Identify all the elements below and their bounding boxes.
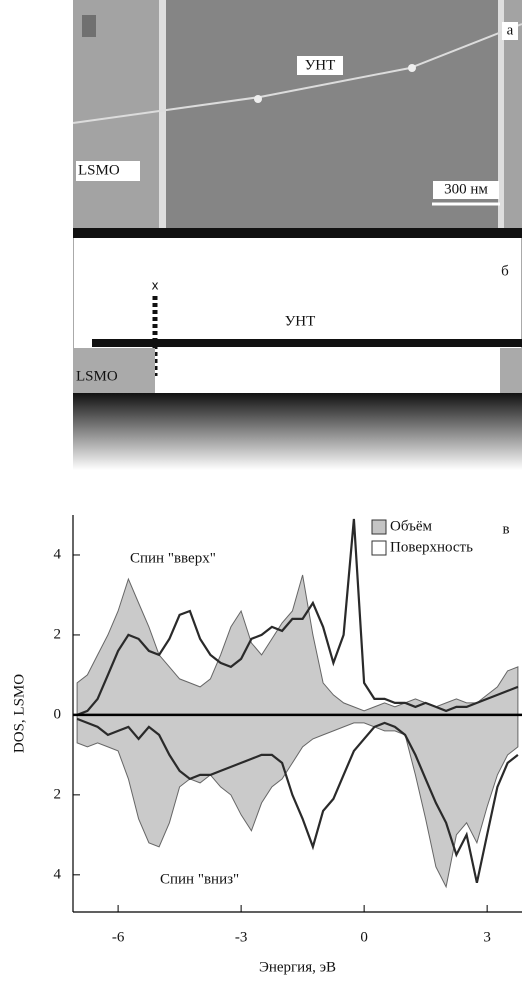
y-tick-label: 2 xyxy=(54,786,62,802)
label-bg xyxy=(433,181,499,199)
electrode xyxy=(500,348,522,393)
y-tick-label: 4 xyxy=(54,546,62,562)
probe-marker: x xyxy=(151,279,158,293)
x-tick-label: 0 xyxy=(360,929,368,945)
dos-chart: 4 2 0 2 4 -6 -3 0 3 Энергия, эВ DOS, LSMO в Спин "вв… xyxy=(11,515,522,975)
electrode-label: LSMO xyxy=(78,162,120,178)
label-bg xyxy=(76,161,140,181)
substrate xyxy=(73,393,522,470)
dos-area xyxy=(76,714,519,889)
legend-swatch xyxy=(371,540,387,556)
dos-line xyxy=(76,518,519,716)
particle xyxy=(408,64,416,72)
electrode xyxy=(73,348,155,393)
y-axis-label: DOS, LSMO xyxy=(11,674,27,753)
electrode xyxy=(500,0,522,230)
label-bg xyxy=(297,56,343,75)
marker xyxy=(82,15,96,37)
panel-letter: в xyxy=(502,521,509,537)
legend-label: Поверхность xyxy=(390,539,473,555)
scale-label: 300 нм xyxy=(444,181,488,197)
electrode xyxy=(73,0,163,230)
panel-letter: б xyxy=(501,263,509,279)
x-tick-label: 3 xyxy=(483,929,491,945)
electrode-edge xyxy=(498,0,504,230)
top-layer xyxy=(73,228,522,238)
x-tick-label: -6 xyxy=(112,929,125,945)
panel-letter: а xyxy=(507,22,514,38)
y-tick-label: 0 xyxy=(54,706,62,722)
annotation: Спин "вверх" xyxy=(130,550,216,566)
particle xyxy=(254,95,262,103)
nanotube xyxy=(92,339,522,347)
legend-label: Объём xyxy=(390,518,433,534)
dos-line xyxy=(76,717,519,884)
annotation: Спин "вниз" xyxy=(160,871,239,887)
nanotube xyxy=(72,23,523,124)
electrode-edge xyxy=(159,0,166,230)
x-axis-label: Энергия, эВ xyxy=(259,959,336,975)
y-tick-label: 4 xyxy=(54,866,62,882)
y-tick-label: 2 xyxy=(54,626,62,642)
tube-label: УНТ xyxy=(285,313,316,329)
tube-label: УНТ xyxy=(305,57,336,73)
x-tick-label: -3 xyxy=(235,929,248,945)
label-bg xyxy=(502,22,518,40)
dos-area xyxy=(76,574,519,716)
panel-b: б x УНТ LSMO xyxy=(73,228,522,470)
panel-a: а УНТ LSMO 300 нм xyxy=(72,0,523,230)
electrode-label: LSMO xyxy=(76,368,118,384)
legend-swatch xyxy=(371,519,387,535)
